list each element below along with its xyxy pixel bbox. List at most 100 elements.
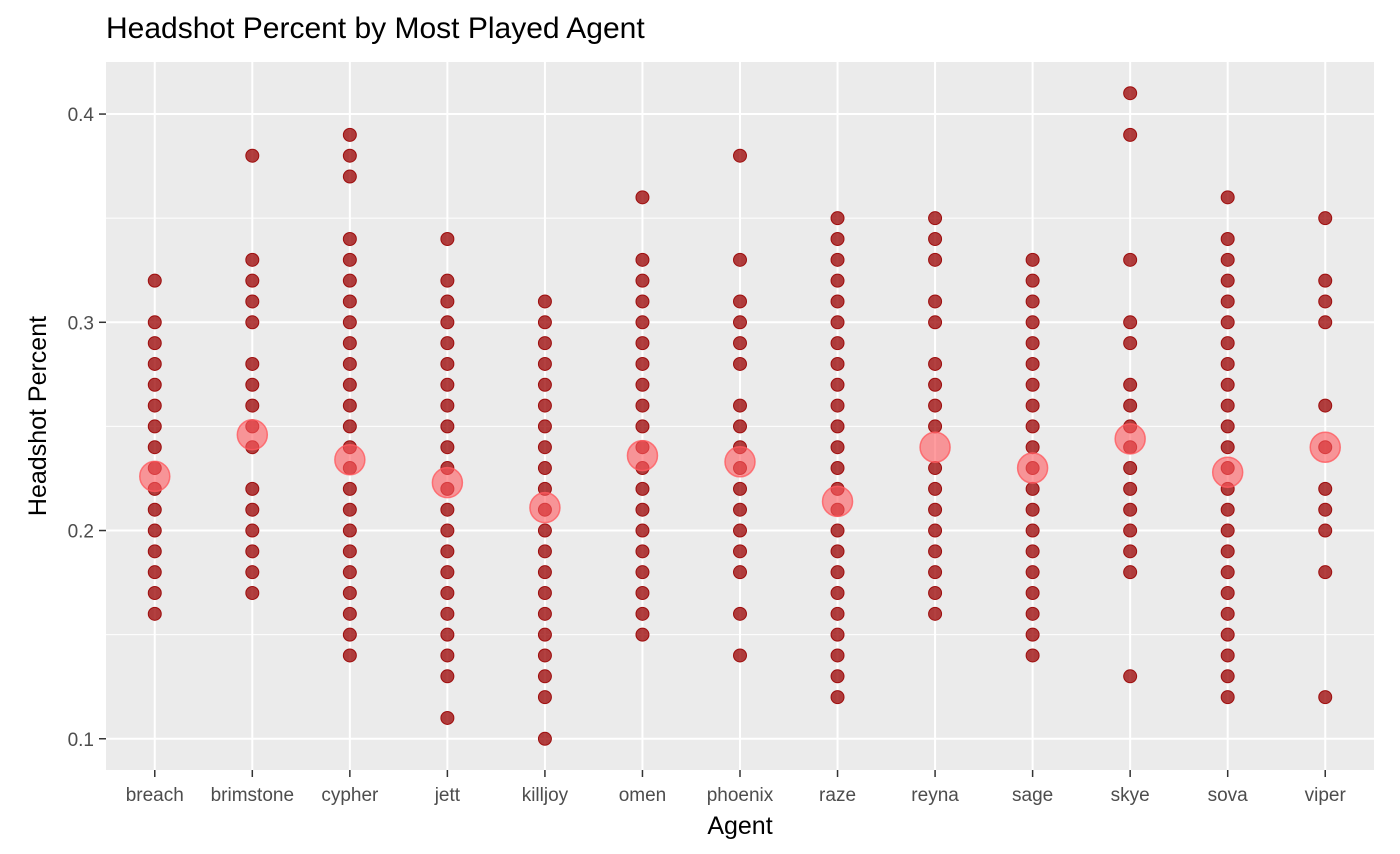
data-point-phoenix [733,502,747,517]
data-point-skye [1123,502,1138,517]
data-point-raze [830,252,845,267]
data-point-cypher [342,565,357,580]
chart-title: Headshot Percent by Most Played Agent [106,12,645,45]
data-point-sage [1025,336,1040,351]
data-point-cypher [342,252,357,267]
data-point-cypher [342,336,357,351]
y-axis: 0.1 0.2 0.3 0.4 [68,105,106,751]
data-point-killjoy [537,544,552,559]
data-point-reyna [928,356,943,371]
data-point-phoenix [733,148,747,163]
data-point-sage [1025,523,1040,538]
data-point-reyna [928,481,943,496]
data-point-omen [635,377,650,392]
data-point-jett [440,606,455,621]
data-point-omen [635,336,650,351]
data-point-sova [1220,606,1235,621]
data-point-sage [1025,565,1040,580]
data-point-sage [1025,440,1040,455]
data-point-cypher [342,586,357,600]
data-point-sova [1220,336,1235,351]
data-point-sova [1220,440,1235,455]
data-point-killjoy [537,398,552,413]
data-point-sova [1220,565,1235,580]
data-point-killjoy [537,669,552,684]
x-tick-label-raze: raze [819,785,856,806]
data-point-killjoy [537,731,552,746]
data-point-raze [830,440,845,455]
x-tick-label-sage: sage [1012,785,1053,806]
data-point-cypher [342,419,357,434]
data-point-viper [1318,211,1333,226]
x-tick-label-skye: skye [1111,785,1150,806]
data-point-sage [1025,627,1040,642]
data-point-jett [440,398,455,413]
data-point-skye [1123,461,1138,476]
mean-marker-cypher [334,443,366,476]
data-point-raze [830,315,845,330]
mean-marker-sova [1211,456,1244,488]
data-point-raze [830,356,845,371]
data-point-raze [830,398,845,413]
observation-points [147,86,1333,746]
data-point-phoenix [733,336,747,351]
data-point-brimstone [245,273,260,288]
data-point-cypher [342,523,357,538]
data-point-jett [440,502,455,517]
data-point-sage [1025,419,1040,434]
data-point-sova [1220,523,1235,538]
x-tick-label-reyna: reyna [911,785,959,806]
x-tick-label-killjoy: killjoy [522,785,569,806]
data-point-cypher [342,315,357,330]
x-axis-title: Agent [707,812,772,840]
data-point-raze [830,461,845,476]
x-tick-label-jett: jett [434,785,461,806]
data-point-sova [1220,190,1235,205]
x-tick-label-omen: omen [619,785,667,806]
data-point-viper [1318,398,1333,413]
data-point-jett [440,294,455,309]
data-point-cypher [342,294,357,309]
data-point-killjoy [537,419,552,434]
data-point-cypher [342,481,357,496]
data-point-killjoy [537,377,552,392]
mean-marker-raze [821,485,854,518]
data-point-skye [1123,127,1138,142]
data-point-killjoy [537,690,552,705]
data-point-sova [1220,356,1235,371]
data-point-reyna [928,419,943,434]
mean-marker-reyna [919,431,951,463]
data-point-phoenix [733,544,747,559]
data-point-breach [147,502,162,517]
data-point-sova [1220,294,1235,309]
data-point-reyna [928,232,943,246]
data-point-sage [1025,273,1040,288]
data-point-breach [147,565,162,580]
data-point-reyna [928,586,943,600]
data-point-jett [440,273,455,288]
data-point-omen [635,565,650,580]
data-point-skye [1123,377,1138,392]
data-point-brimstone [245,586,260,600]
y-tick-label: 0.2 [68,522,94,543]
data-point-sage [1025,481,1040,496]
data-point-viper [1318,502,1333,517]
data-point-sova [1220,377,1235,392]
data-point-phoenix [733,356,747,371]
data-point-raze [830,669,845,684]
data-point-killjoy [537,565,552,580]
data-point-jett [440,232,455,246]
data-point-brimstone [245,398,260,413]
data-point-viper [1318,690,1333,705]
mean-marker-killjoy [529,491,561,524]
data-point-breach [147,606,162,621]
data-point-raze [830,544,845,559]
data-point-jett [440,544,455,559]
data-point-killjoy [537,586,552,600]
data-point-viper [1318,565,1333,580]
data-point-killjoy [537,336,552,351]
x-tick-label-brimstone: brimstone [211,785,294,806]
data-point-skye [1123,398,1138,413]
data-point-sage [1025,544,1040,559]
